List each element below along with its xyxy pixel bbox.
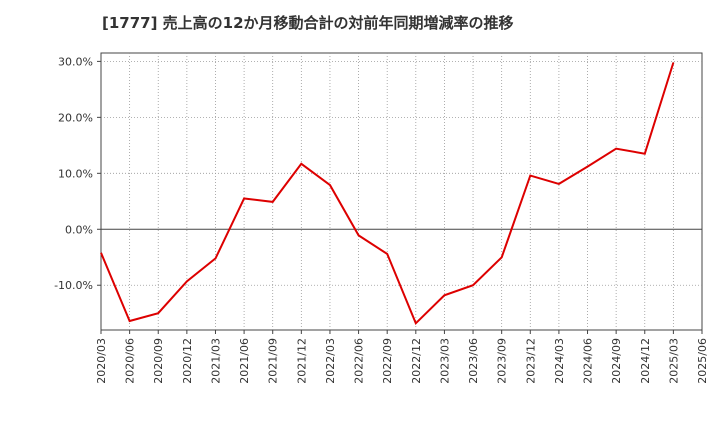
x-tick-label: 2021/09 <box>267 338 280 384</box>
y-tick-label: 30.0% <box>58 55 93 68</box>
x-tick-label: 2024/03 <box>553 338 566 384</box>
y-tick-label: 10.0% <box>58 167 93 180</box>
x-tick-label: 2022/03 <box>324 338 337 384</box>
x-tick-label: 2022/12 <box>410 338 423 384</box>
x-tick-label: 2022/09 <box>381 338 394 384</box>
x-tick-label: 2024/09 <box>610 338 623 384</box>
x-tick-label: 2023/03 <box>438 338 451 384</box>
x-tick-label: 2023/12 <box>524 338 537 384</box>
chart-title: [1777] 売上高の12か月移動合計の対前年同期増減率の推移 <box>102 14 514 32</box>
x-tick-label: 2021/06 <box>238 338 251 384</box>
x-tick-label: 2024/12 <box>639 338 652 384</box>
x-tick-label: 2022/06 <box>353 338 366 384</box>
y-tick-label: 20.0% <box>58 111 93 124</box>
x-tick-label: 2020/09 <box>152 338 165 384</box>
x-tick-label: 2020/12 <box>181 338 194 384</box>
x-tick-label: 2023/09 <box>496 338 509 384</box>
y-tick-label: 0.0% <box>65 223 93 236</box>
x-tick-label: 2023/06 <box>467 338 480 384</box>
x-tick-label: 2024/06 <box>582 338 595 384</box>
x-tick-label: 2021/12 <box>295 338 308 384</box>
x-tick-label: 2020/06 <box>124 338 137 384</box>
x-tick-label: 2025/06 <box>696 338 709 384</box>
plot-frame <box>100 52 703 331</box>
series-line <box>100 62 675 326</box>
x-tick-label: 2021/03 <box>209 338 222 384</box>
x-tick-label: 2025/03 <box>667 338 680 384</box>
y-tick-label: -10.0% <box>54 279 93 292</box>
x-tick-label: 2020/03 <box>95 338 108 384</box>
